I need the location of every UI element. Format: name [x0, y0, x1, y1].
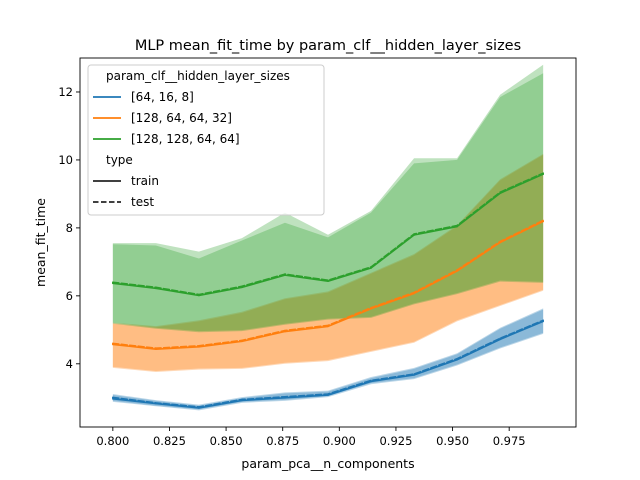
- point-64-16-8-test: [370, 379, 372, 382]
- point-128-64-64-32-test: [413, 291, 415, 294]
- point-128-128-64-64-test: [284, 273, 286, 275]
- point-128-64-64-32-test: [456, 269, 458, 271]
- x-tick-label: 0.950: [436, 434, 469, 448]
- plot-frame: [79, 57, 577, 428]
- x-tick-label: 0.850: [210, 434, 243, 448]
- y-tick-label: 8: [66, 221, 73, 235]
- legend-style-title: type: [106, 153, 133, 167]
- band-128-128-64-64-train: [112, 73, 544, 333]
- legend-style-entries: train test: [93, 174, 159, 209]
- point-128-128-64-64-test: [112, 281, 114, 284]
- y-tick-label: 4: [66, 357, 73, 371]
- x-axis-label: param_pca__n_components: [241, 456, 414, 471]
- legend: param_clf__hidden_layer_sizes [64, 16, 8…: [87, 64, 325, 216]
- band-128-64-64-32-test: [112, 153, 544, 371]
- band-128-64-64-32-train: [112, 154, 544, 372]
- point-128-128-64-64-test: [499, 191, 501, 194]
- point-64-16-8-test: [284, 395, 286, 398]
- point-128-128-64-64-test: [370, 266, 372, 268]
- point-64-16-8-test: [241, 398, 243, 401]
- point-128-128-64-64-test: [198, 293, 200, 296]
- chart-title: MLP mean_fit_time by param_clf__hidden_l…: [135, 38, 521, 54]
- x-tick-label: 0.900: [323, 434, 356, 448]
- point-64-16-8-train: [112, 398, 114, 400]
- x-tick-label: 0.825: [153, 434, 186, 448]
- point-128-64-64-32-test: [499, 240, 501, 243]
- point-64-16-8-test: [499, 337, 501, 340]
- point-128-64-64-32-test: [327, 324, 329, 327]
- legend-hue-title: param_clf__hidden_layer_sizes: [106, 69, 290, 83]
- x-tick-label: 0.875: [266, 434, 299, 448]
- point-64-16-8-test: [112, 396, 114, 399]
- point-128-64-64-32-test: [542, 219, 544, 222]
- legend-label-test: test: [131, 195, 154, 209]
- point-128-128-64-64-test: [542, 172, 544, 174]
- point-128-64-64-32-test: [241, 339, 243, 342]
- point-64-16-8-test: [327, 393, 329, 395]
- point-128-128-64-64-test: [241, 285, 243, 288]
- y-axis-label: mean_fit_time: [33, 198, 48, 287]
- point-128-64-64-32-test: [155, 347, 157, 349]
- point-64-16-8-test: [542, 319, 544, 322]
- y-tick-label: 12: [58, 85, 73, 99]
- legend-label-64-16-8: [64, 16, 8]: [131, 90, 194, 104]
- point-128-64-64-32-test: [112, 342, 114, 345]
- legend-label-128-64-64-32: [128, 64, 64, 32]: [131, 111, 232, 125]
- point-128-64-64-32-test: [284, 329, 286, 332]
- series-lines: [112, 172, 544, 409]
- y-tick-label: 10: [58, 153, 73, 167]
- legend-label-train: train: [131, 174, 159, 188]
- y-axis: 4 6 8 10 12: [58, 85, 80, 371]
- point-128-64-64-32-test: [370, 306, 372, 309]
- point-64-16-8-test: [413, 373, 415, 375]
- point-128-128-64-64-test: [155, 286, 157, 289]
- legend-box: [87, 64, 325, 216]
- point-64-16-8-test: [155, 402, 157, 404]
- legend-hue-entries: [64, 16, 8] [128, 64, 64, 32] [128, 128, 6…: [93, 90, 240, 146]
- point-128-128-64-64-test: [456, 224, 458, 227]
- point-64-16-8-test: [198, 406, 200, 408]
- x-axis: 0.800 0.825 0.850 0.875 0.900 0.925 0.950 0.975: [96, 427, 526, 448]
- y-tick-label: 6: [66, 289, 73, 303]
- x-tick-label: 0.800: [96, 434, 129, 448]
- point-64-16-8-test: [456, 357, 458, 360]
- band-128-128-64-64-test: [112, 64, 544, 332]
- point-128-128-64-64-test: [327, 279, 329, 282]
- legend-label-128-128-64-64: [128, 128, 64, 64]: [131, 132, 240, 146]
- x-tick-label: 0.925: [379, 434, 412, 448]
- x-tick-label: 0.975: [493, 434, 526, 448]
- point-128-128-64-64-test: [413, 233, 415, 235]
- point-128-64-64-32-test: [198, 344, 200, 347]
